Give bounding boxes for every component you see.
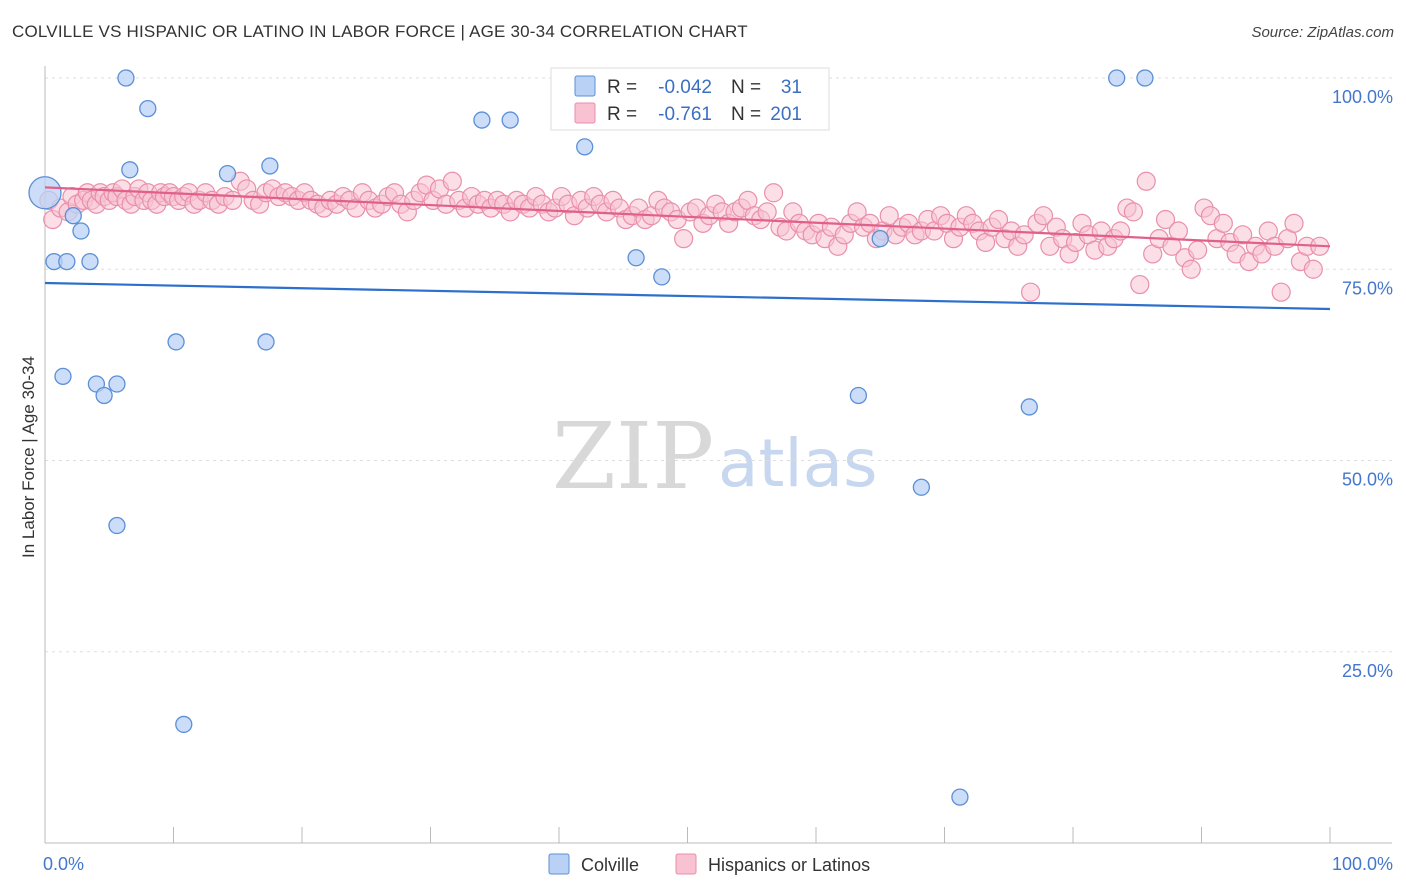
hispanic-point (442, 171, 462, 191)
y-tick-label: 25.0% (1342, 661, 1393, 681)
stats-hispanic-r-label: R = (607, 104, 637, 125)
colville-point (54, 367, 72, 386)
hispanic-point (763, 183, 784, 203)
colville-point (175, 715, 193, 734)
hispanic-point (1233, 225, 1253, 245)
stats-hispanic-r-value: -0.761 (658, 104, 712, 125)
colville-point (1020, 398, 1038, 416)
watermark-atlas: atlas (718, 425, 878, 502)
colville-point (139, 99, 157, 118)
colville-point (95, 386, 113, 405)
hispanic-point (1271, 282, 1291, 302)
trend-lines (44, 186, 1331, 311)
hispanic-point (1303, 259, 1323, 279)
hispanic-point (1188, 240, 1208, 260)
colville-point (627, 249, 645, 267)
colville-point (72, 222, 90, 240)
colville-point (1136, 69, 1154, 87)
colville-point (167, 333, 185, 351)
y-tick-label: 50.0% (1342, 470, 1393, 490)
colville-point (108, 375, 126, 393)
source-credit: Source: ZipAtlas.com (1251, 24, 1394, 41)
stats-hispanic-n-value: 201 (770, 104, 802, 125)
hispanic-point (1284, 213, 1304, 233)
legend: Colville Hispanics or Latinos (548, 853, 870, 875)
colville-point (121, 161, 139, 179)
x-tick-label-min: 0.0% (43, 854, 84, 874)
stats-box-frame (550, 67, 830, 131)
colville-point (81, 252, 99, 271)
colville-point (501, 111, 519, 129)
colville-point (653, 268, 671, 286)
stats-colville-n-value: 31 (781, 77, 802, 98)
series-colville (28, 69, 1154, 806)
stats-colville-r-label: R = (607, 77, 637, 98)
x-tick-label-max: 100.0% (1332, 854, 1393, 874)
hispanic-point (674, 229, 694, 249)
y-tick-label: 100.0% (1332, 87, 1393, 107)
colville-point (871, 229, 889, 248)
colville-point (108, 516, 126, 535)
colville-point (58, 252, 76, 271)
legend-colville-label: Colville (581, 855, 639, 875)
hispanic-point (1136, 171, 1156, 191)
colville-point (473, 111, 491, 129)
y-tick-label: 75.0% (1342, 278, 1393, 298)
colville-point (849, 386, 868, 405)
watermark: ZIP atlas (552, 403, 878, 510)
colville-point (576, 138, 594, 156)
axes: 0.0% 100.0% (43, 66, 1393, 874)
colville-point (912, 478, 931, 496)
colville-point (64, 207, 82, 225)
hispanic-point (1033, 206, 1054, 226)
chart-title: COLVILLE VS HISPANIC OR LATINO IN LABOR … (12, 22, 748, 41)
colville-point (261, 157, 279, 175)
colville-trend-line (44, 281, 1331, 311)
stats-hispanic-swatch (574, 102, 596, 124)
hispanic-point (1213, 213, 1233, 233)
legend-hispanic-swatch (675, 853, 697, 875)
hispanic-point (1123, 202, 1143, 222)
legend-hispanic-label: Hispanics or Latinos (708, 855, 870, 875)
colville-point (117, 69, 135, 87)
y-axis-label: In Labor Force | Age 30-34 (19, 356, 38, 558)
hispanic-point (1130, 274, 1150, 295)
hispanic-point (757, 202, 777, 222)
stats-colville-n-label: N = (731, 77, 761, 98)
hispanic-point (988, 209, 1009, 230)
stats-hispanic-n-label: N = (731, 104, 761, 125)
colville-point (257, 333, 275, 351)
hispanic-point (1181, 259, 1201, 279)
hispanic-point (1014, 225, 1034, 245)
legend-colville-swatch (548, 853, 570, 875)
stats-box: R = -0.042 N = 31 R = -0.761 N = 201 (550, 67, 830, 131)
colville-point (1108, 69, 1126, 87)
hispanic-point (879, 206, 899, 226)
colville-point (218, 164, 237, 183)
colville-point (28, 176, 62, 210)
stats-colville-swatch (574, 75, 596, 97)
hispanic-trend-line (44, 186, 1331, 248)
gridlines: 100.0% 75.0% 50.0% 25.0% (45, 77, 1393, 681)
colville-point (951, 788, 969, 806)
hispanic-point (1020, 282, 1041, 302)
stats-colville-r-value: -0.042 (658, 77, 712, 98)
hispanic-point (1155, 209, 1176, 230)
hispanic-point (1168, 221, 1188, 241)
watermark-zip: ZIP (552, 403, 714, 510)
